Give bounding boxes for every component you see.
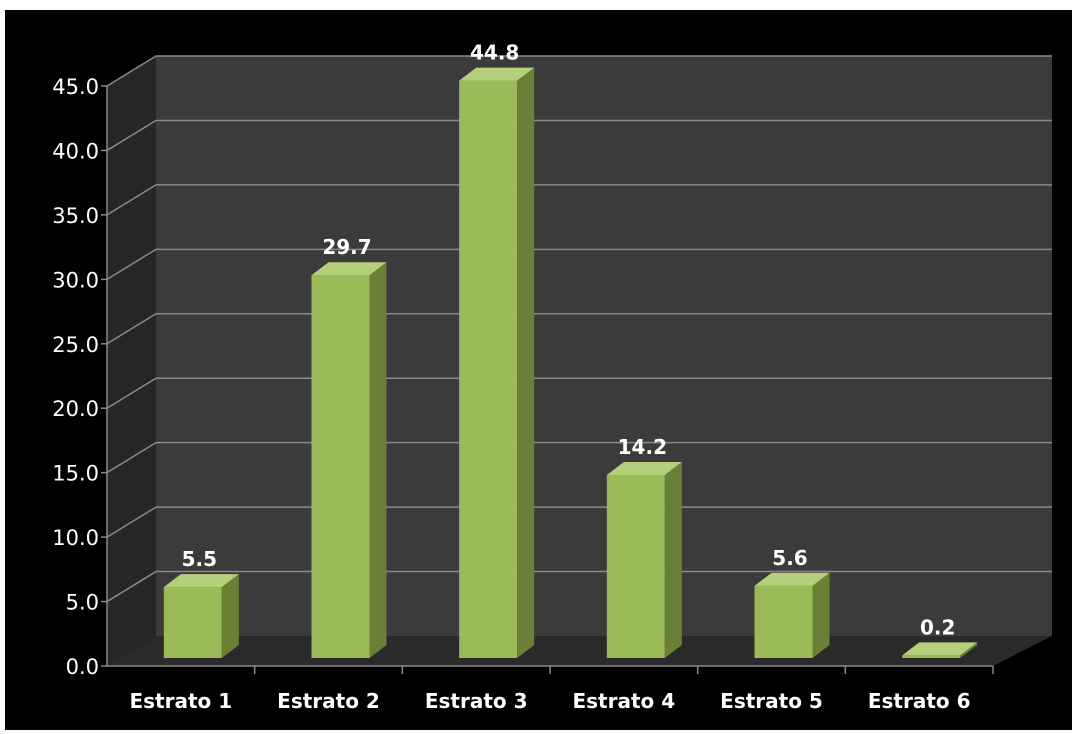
bar-front (163, 587, 222, 658)
bar-side (221, 574, 239, 658)
bar-side (664, 461, 682, 658)
y-tick-label: 20.0 (52, 397, 99, 421)
bar-top (163, 574, 239, 588)
x-category-label: Estrato 4 (572, 689, 675, 713)
bar-front (311, 275, 370, 658)
bar-front (459, 80, 518, 659)
gridline (106, 506, 1052, 538)
y-tick-label: 10.0 (52, 526, 99, 550)
gridline (106, 441, 1052, 474)
back-wall (156, 56, 1052, 636)
bar-top (754, 572, 830, 586)
bar-side (517, 67, 535, 659)
data-label: 0.2 (920, 615, 955, 639)
x-category-label: Estrato 6 (868, 689, 971, 713)
bar-front (606, 474, 665, 658)
bar-top (902, 642, 978, 656)
gridline (106, 184, 1052, 216)
bar-top (459, 67, 535, 81)
y-tick-label: 25.0 (52, 333, 99, 357)
y-tick-label: 45.0 (52, 75, 99, 99)
data-label: 29.7 (322, 235, 371, 259)
bar-side (812, 572, 830, 658)
data-label: 5.6 (772, 546, 807, 570)
y-tick-label: 40.0 (52, 139, 99, 163)
bar-chart: 0.0 5.0 10.0 15.0 20.0 25.0 30.0 35.0 40.0 45.0 5.… (52, 41, 1052, 713)
y-tick-label: 0.0 (66, 655, 99, 679)
data-label: 44.8 (470, 41, 519, 65)
x-category-label: Estrato 3 (425, 689, 528, 713)
gridline (106, 570, 1052, 603)
gridline (106, 248, 1052, 280)
x-category-label: Estrato 2 (277, 689, 380, 713)
data-label: 14.2 (618, 435, 667, 459)
gridline (106, 377, 1052, 409)
gridline (106, 313, 1052, 345)
bar-front (902, 655, 961, 658)
bar-front (754, 585, 813, 658)
y-tick-label: 30.0 (52, 268, 99, 292)
bar-side (960, 642, 978, 658)
x-category-label: Estrato 1 (129, 689, 232, 713)
data-label: 5.5 (182, 547, 217, 571)
chart-area: 0.0 5.0 10.0 15.0 20.0 25.0 30.0 35.0 40.0 45.0 5.… (5, 10, 1072, 730)
y-tick-label: 15.0 (52, 462, 99, 486)
gridline (106, 119, 1052, 152)
bar-side (369, 262, 387, 658)
x-category-label: Estrato 5 (720, 689, 823, 713)
y-tick-label: 5.0 (66, 591, 99, 615)
bar-top (606, 461, 682, 475)
bar-top (311, 262, 387, 276)
gridline (106, 55, 1052, 87)
side-wall (107, 56, 156, 666)
y-tick-label: 35.0 (52, 204, 99, 228)
